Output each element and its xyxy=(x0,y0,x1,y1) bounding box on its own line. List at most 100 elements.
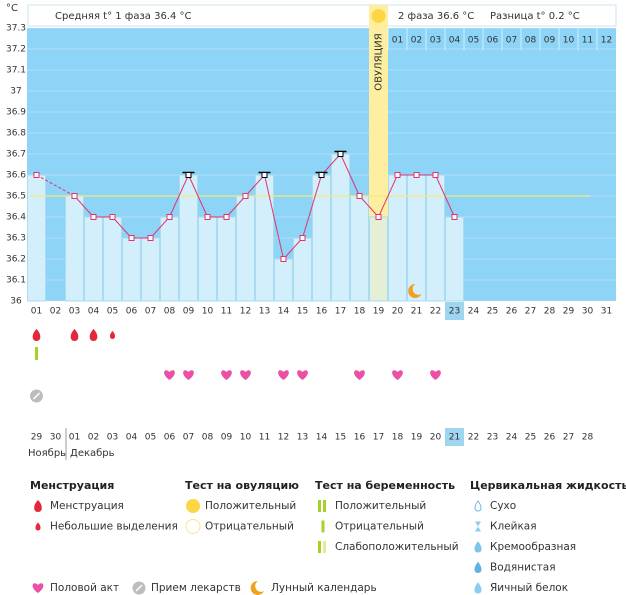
y-tick-label: 36.9 xyxy=(6,108,26,118)
temperature-point xyxy=(128,235,135,241)
temperature-bar xyxy=(236,195,255,302)
pregnancy-test-icon xyxy=(35,347,38,360)
phase2-day-label: 11 xyxy=(582,36,593,46)
calendar-date: 21 xyxy=(449,433,460,443)
day-label: 01 xyxy=(31,307,42,317)
pill-line xyxy=(32,392,41,400)
phase2-text: 2 фаза 36.6 °C xyxy=(398,11,474,22)
day-label: 15 xyxy=(297,307,308,317)
day-label: 31 xyxy=(601,307,612,317)
month-label: Декабрь xyxy=(70,448,115,459)
legend-item: Менструация xyxy=(50,500,124,512)
legend-item: Клейкая xyxy=(490,521,537,533)
calendar-date: 11 xyxy=(259,433,270,443)
calendar-date: 27 xyxy=(563,433,574,443)
day-label: 09 xyxy=(183,307,195,317)
calendar-date: 06 xyxy=(164,433,176,443)
calendar-date: 05 xyxy=(145,433,156,443)
legend-item: Положительный xyxy=(205,500,296,512)
legend-icon xyxy=(32,583,44,593)
legend-icon xyxy=(35,522,41,531)
y-tick-label: 36.3 xyxy=(6,234,26,244)
day-label: 30 xyxy=(582,307,594,317)
temperature-point xyxy=(280,256,287,262)
ovulation-circle xyxy=(371,9,386,23)
temperature-point xyxy=(451,214,458,220)
intercourse-icon xyxy=(430,370,441,380)
calendar-date: 22 xyxy=(468,433,479,443)
legend-icon xyxy=(185,519,201,534)
legend-item: Слабоположительный xyxy=(335,541,459,553)
legend-title: Цервикальная жидкость xyxy=(470,479,626,492)
temperature-bar xyxy=(84,216,103,302)
ovulation-label: ОВУЛЯЦИЯ xyxy=(374,33,385,91)
phase2-day-label: 02 xyxy=(411,36,422,46)
y-tick-label: 37 xyxy=(10,87,21,97)
temperature-bar xyxy=(27,174,46,302)
legend-item: Прием лекарств xyxy=(151,582,241,594)
temperature-bar xyxy=(312,174,331,302)
menstruation-icon xyxy=(70,329,79,341)
phase1-text: Средняя t° 1 фаза 36.4 °C xyxy=(55,11,192,22)
legend-item: Яичный белок xyxy=(490,582,568,594)
calendar-date: 24 xyxy=(506,433,518,443)
temperature-bar xyxy=(407,174,426,302)
legend-icon xyxy=(474,500,482,512)
calendar-date: 30 xyxy=(50,433,62,443)
day-label: 07 xyxy=(145,307,156,317)
legend-item: Лунный календарь xyxy=(271,582,377,594)
day-label: 24 xyxy=(468,307,480,317)
calendar-date: 03 xyxy=(107,433,118,443)
day-label: 11 xyxy=(221,307,232,317)
legend-icon xyxy=(474,582,482,594)
temperature-point xyxy=(109,214,116,220)
calendar-date: 26 xyxy=(544,433,556,443)
temperature-point xyxy=(432,172,439,178)
day-label: 27 xyxy=(525,307,536,317)
temperature-point xyxy=(394,172,401,178)
temperature-point xyxy=(299,235,306,241)
legend-item: Водянистая xyxy=(490,562,556,574)
today-highlight xyxy=(445,302,464,320)
y-tick-label: 37.1 xyxy=(6,66,26,76)
legend-title: Менструация xyxy=(30,479,114,492)
day-label: 25 xyxy=(487,307,498,317)
phase2-day-label: 03 xyxy=(430,36,441,46)
phase2-day-label: 09 xyxy=(544,36,556,46)
temperature-bar xyxy=(217,216,236,302)
calendar-date: 17 xyxy=(373,433,384,443)
phase2-day-label: 05 xyxy=(468,36,479,46)
day-label: 28 xyxy=(544,307,556,317)
day-label: 06 xyxy=(126,307,138,317)
pill-line xyxy=(135,584,143,592)
legend-icon xyxy=(34,500,42,512)
day-label: 17 xyxy=(335,307,346,317)
spotting-icon xyxy=(109,331,116,339)
lunar-icon xyxy=(408,283,422,298)
legend-item: Небольшие выделения xyxy=(50,521,178,533)
intercourse-icon xyxy=(240,370,251,380)
calendar-date: 07 xyxy=(183,433,194,443)
calendar-date: 29 xyxy=(31,433,43,443)
temperature-bar xyxy=(445,216,464,302)
calendar-date: 19 xyxy=(411,433,423,443)
intercourse-icon xyxy=(297,370,308,380)
intercourse-icon xyxy=(183,370,194,380)
unit-label: °C xyxy=(6,3,18,14)
legend-icon xyxy=(323,500,326,512)
phase2-day-label: 08 xyxy=(525,36,537,46)
calendar-date: 09 xyxy=(221,433,233,443)
day-label: 05 xyxy=(107,307,118,317)
y-tick-label: 36.6 xyxy=(6,171,26,181)
legend-item: Половой акт xyxy=(50,582,119,594)
temperature-point xyxy=(356,193,363,199)
gap-connector xyxy=(36,174,75,197)
y-tick-label: 36.8 xyxy=(6,129,26,139)
day-label: 02 xyxy=(50,307,61,317)
temperature-bar xyxy=(293,237,312,302)
legend-icon xyxy=(132,581,146,595)
day-label: 13 xyxy=(259,307,270,317)
legend-item: Сухо xyxy=(490,500,516,512)
calendar-date: 23 xyxy=(487,433,498,443)
legend-icon xyxy=(474,561,482,574)
